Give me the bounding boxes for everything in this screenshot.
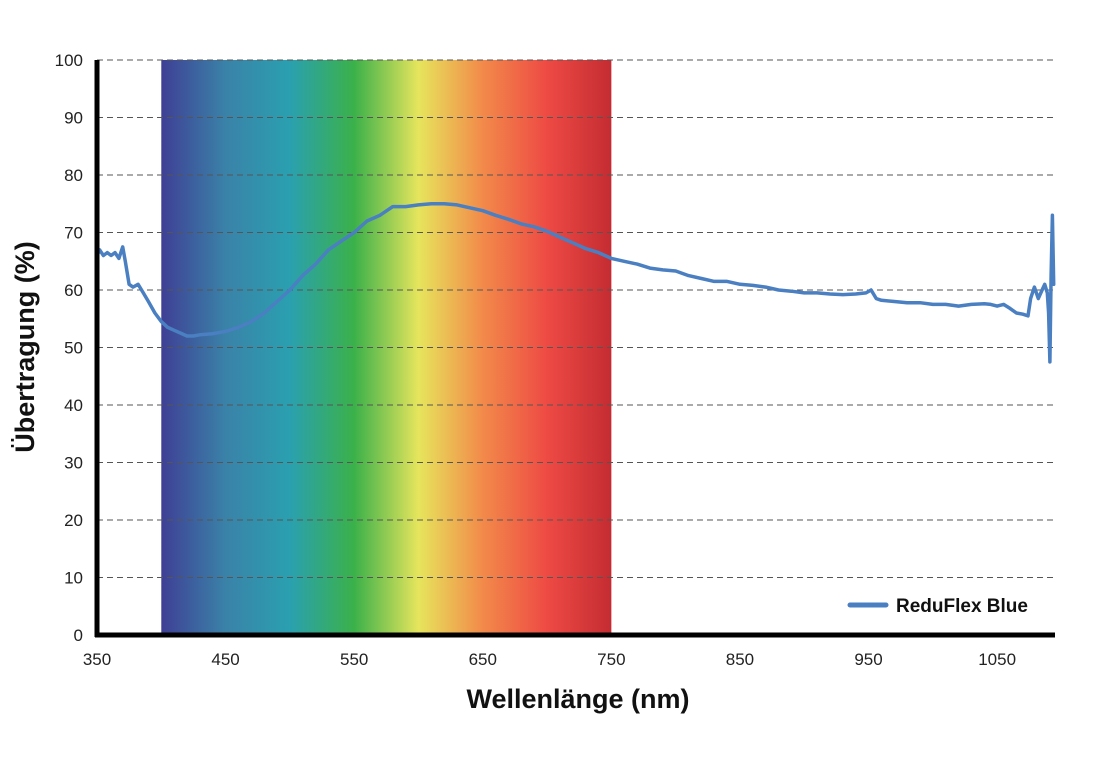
- y-tick-label: 60: [64, 281, 83, 300]
- y-tick-label: 30: [64, 454, 83, 473]
- y-tick-label: 10: [64, 569, 83, 588]
- x-tick-label: 750: [597, 650, 625, 669]
- y-tick-label: 100: [55, 51, 83, 70]
- y-tick-label: 70: [64, 224, 83, 243]
- legend-label: ReduFlex Blue: [896, 596, 1028, 617]
- legend: ReduFlex Blue: [847, 596, 1028, 617]
- x-tick-label: 350: [83, 650, 111, 669]
- x-tick-label: 850: [726, 650, 754, 669]
- spectrum-band: [161, 60, 612, 635]
- y-tick-label: 0: [74, 626, 83, 645]
- x-axis-title: Wellenlänge (nm): [466, 684, 689, 714]
- y-tick-label: 40: [64, 396, 83, 415]
- x-tick-label: 1050: [978, 650, 1016, 669]
- y-tick-label: 80: [64, 166, 83, 185]
- y-tick-label: 50: [64, 339, 83, 358]
- x-tick-label: 650: [469, 650, 497, 669]
- x-axis-ticks: 350 450 550 650 750 850 950 1050: [83, 650, 1016, 669]
- y-tick-label: 20: [64, 511, 83, 530]
- y-tick-label: 90: [64, 109, 83, 128]
- x-tick-label: 550: [340, 650, 368, 669]
- x-tick-label: 950: [854, 650, 882, 669]
- x-tick-label: 450: [211, 650, 239, 669]
- series-line-0: [95, 202, 1056, 364]
- series-layer: [95, 202, 1056, 364]
- y-axis-title: Übertragung (%): [10, 241, 40, 453]
- y-axis-ticks: 0 10 20 30 40 50 60 70 80 90 100: [55, 51, 83, 645]
